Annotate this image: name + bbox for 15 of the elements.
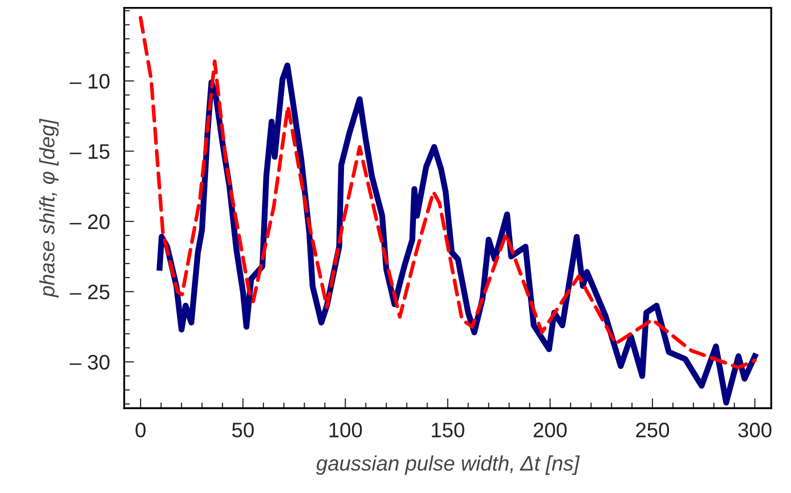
- y-tick-label: – 25: [70, 284, 110, 300]
- x-tick-label: 150: [432, 422, 464, 438]
- x-tick-label: 0: [136, 422, 146, 438]
- x-tick-label: 250: [636, 422, 670, 438]
- y-tick-label: – 30: [70, 354, 110, 370]
- y-tick-label: – 15: [70, 144, 110, 159]
- x-axis-title: gaussian pulse width, Δt [ns]: [316, 455, 580, 475]
- x-tick-label: 50: [232, 422, 254, 438]
- x-tick-label: 200: [534, 422, 567, 438]
- x-tick-label: 100: [330, 422, 362, 438]
- y-tick-label: – 20: [70, 214, 110, 230]
- line-series: [138, 16, 757, 370]
- y-axis-title: phase shift, φ [deg]: [39, 118, 59, 298]
- x-tick-label: 300: [738, 422, 772, 438]
- y-tick-label: – 10: [70, 74, 110, 89]
